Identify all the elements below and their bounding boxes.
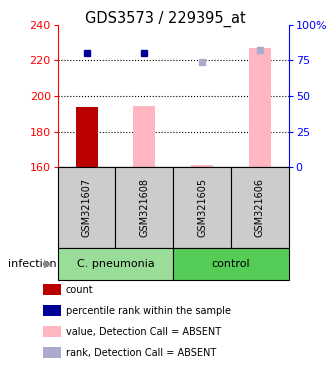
Text: GSM321605: GSM321605 — [197, 178, 207, 237]
Text: GSM321608: GSM321608 — [139, 178, 149, 237]
Text: GSM321606: GSM321606 — [255, 178, 265, 237]
Text: value, Detection Call = ABSENT: value, Detection Call = ABSENT — [66, 327, 221, 337]
Text: GDS3573 / 229395_at: GDS3573 / 229395_at — [84, 11, 246, 27]
Text: ▶: ▶ — [44, 259, 52, 269]
Text: percentile rank within the sample: percentile rank within the sample — [66, 306, 231, 316]
Bar — [133, 106, 155, 167]
Bar — [249, 48, 271, 167]
Text: rank, Detection Call = ABSENT: rank, Detection Call = ABSENT — [66, 348, 216, 358]
Text: count: count — [66, 285, 94, 295]
Text: infection: infection — [8, 259, 57, 269]
Text: control: control — [212, 259, 250, 269]
Bar — [76, 107, 98, 167]
Text: GSM321607: GSM321607 — [82, 178, 92, 237]
Bar — [191, 165, 213, 167]
Bar — [191, 165, 213, 167]
Text: C. pneumonia: C. pneumonia — [77, 259, 154, 269]
